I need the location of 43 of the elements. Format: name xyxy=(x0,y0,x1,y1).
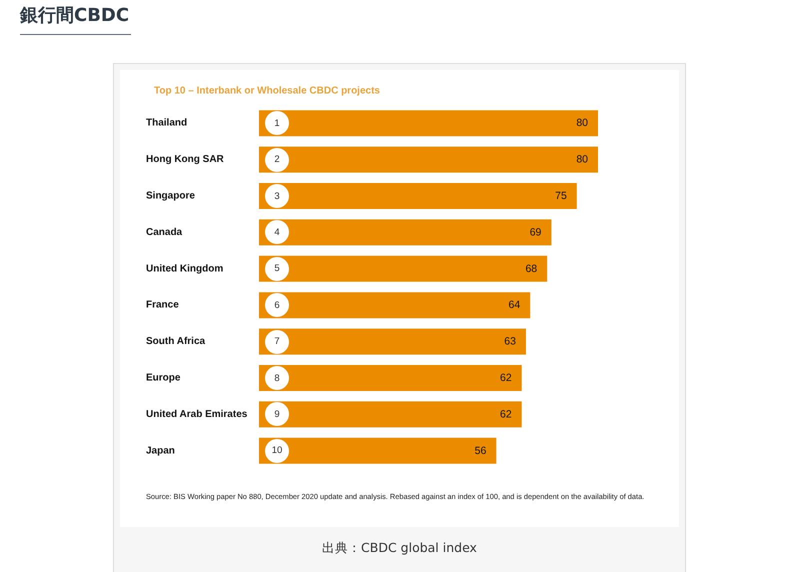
annotation: 2 xyxy=(274,154,280,166)
y-tick-label: Europe xyxy=(146,372,181,384)
bar xyxy=(259,183,577,209)
annotation: 10 xyxy=(272,445,282,456)
data-label: 80 xyxy=(576,154,588,166)
y-tick-label: United Kingdom xyxy=(146,263,224,274)
source-note: 出典：CBDC global index xyxy=(321,539,478,557)
data-label: 80 xyxy=(576,117,588,130)
annotation: 4 xyxy=(274,226,280,238)
y-tick-label: Canada xyxy=(146,226,183,238)
data-label: 75 xyxy=(555,190,567,202)
data-label: 62 xyxy=(500,372,512,384)
data-label: 69 xyxy=(530,226,542,238)
bar xyxy=(259,219,552,246)
data-label: 68 xyxy=(525,262,538,275)
bar xyxy=(259,401,522,428)
data-label: 63 xyxy=(504,336,516,348)
y-tick-label: Hong Kong SAR xyxy=(146,154,225,166)
chart-subtitle: Top 10 – Interbank or Wholesale CBDC projects xyxy=(154,86,380,96)
y-tick-label: Thailand xyxy=(146,118,188,129)
annotation: 6 xyxy=(274,300,280,311)
y-tick-label: Singapore xyxy=(146,190,196,202)
annotation: 5 xyxy=(274,263,280,274)
y-tick-label: Japan xyxy=(146,445,175,456)
data-label: 64 xyxy=(508,299,520,312)
annotation: 9 xyxy=(274,408,280,420)
data-label: 62 xyxy=(500,408,512,420)
bar xyxy=(259,328,526,355)
bar xyxy=(259,365,522,391)
bar xyxy=(259,110,598,136)
annotation: 7 xyxy=(274,336,280,348)
annotation: 8 xyxy=(274,372,280,384)
bar xyxy=(259,438,496,464)
text: 銀行間CBDC xyxy=(20,4,130,28)
y-tick-label: United Arab Emirates xyxy=(146,408,248,420)
y-tick-label: South Africa xyxy=(146,336,206,348)
annotation: 1 xyxy=(274,118,280,129)
annotation: 3 xyxy=(274,190,280,202)
bar xyxy=(259,292,530,318)
y-tick-label: France xyxy=(146,300,180,311)
data-label: 56 xyxy=(474,444,486,457)
bar xyxy=(259,146,598,173)
bar xyxy=(259,256,548,282)
